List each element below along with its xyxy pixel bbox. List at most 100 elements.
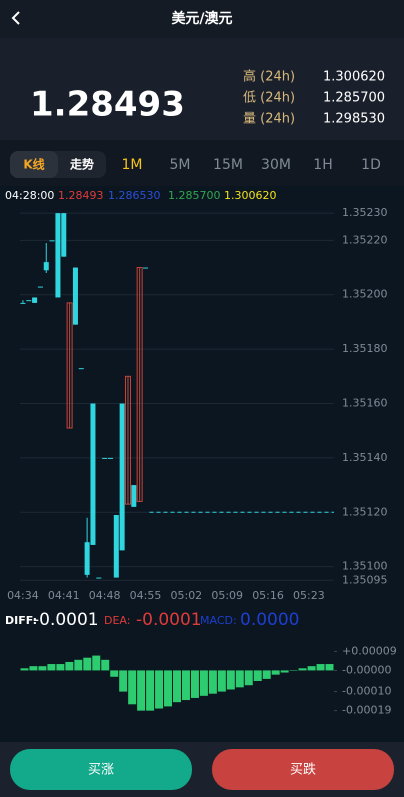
tab[interactable]: K线 [23,157,44,172]
macd-label: DEA: [104,614,130,627]
stat-value: 1.285700 [323,91,385,106]
candle-body [119,403,125,551]
macd-bar [47,664,56,671]
tab[interactable]: 1M [122,157,143,173]
stat-value: 1.300620 [323,70,385,85]
candle-body [49,240,55,242]
y-tick-label: 1.35220 [342,233,388,246]
macd-bar [262,670,271,679]
macd-bar [173,670,181,703]
candle-body [90,403,96,545]
tab[interactable]: 走势 [70,157,94,172]
candle-body [142,267,148,269]
x-tick-label: 04:34 [7,589,39,602]
candle-body [84,542,90,575]
y-tick-label: -0.00010 [342,685,391,698]
tab[interactable]: 30M [261,157,291,173]
ticker-panel [0,38,404,140]
macd-value: -0.0001 [33,610,99,630]
stat-value: 1.298530 [323,112,385,127]
macd-bar [226,670,235,690]
y-tick-label: -0.00000 [342,663,391,676]
macd-bar [101,659,110,671]
back-button[interactable] [11,11,20,25]
buy-down-label: 买跌 [290,762,316,778]
macd-value: -0.0001 [136,610,202,630]
macd-bar [208,670,217,694]
candle-body [72,267,78,325]
macd-label: DIFF: [5,614,37,627]
y-tick-label: 1.35180 [342,342,388,355]
macd-value: 0.0000 [240,610,299,630]
candle-body [78,368,84,370]
candle-body [124,375,131,505]
mode-active [10,151,58,178]
macd-bar [199,670,208,696]
stat-label: 高 (24h) [243,69,295,85]
macd-bar [217,670,226,692]
info-value: 1.286530 [108,189,161,202]
candle-body [43,262,49,271]
x-tick-label: 05:23 [293,589,325,602]
x-tick-label: 05:09 [211,589,243,602]
stat-label: 量 (24h) [243,112,295,127]
tab[interactable]: 5M [170,157,191,173]
macd-bar [181,670,190,701]
x-tick-label: 05:02 [170,589,202,602]
last-price: 1.28493 [30,85,185,125]
macd-bar [92,655,101,671]
y-tick-label: 1.35230 [342,206,388,219]
candle-body [107,457,113,459]
candle-body [136,267,143,502]
x-tick-label: 04:55 [130,589,162,602]
macd-bar [65,661,74,671]
y-tick-label: 1.35095 [342,573,388,586]
macd-bar [83,657,92,671]
candle-body [102,457,108,459]
macd-bar [110,670,119,677]
macd-bar [38,666,47,671]
x-tick-label: 04:48 [89,589,121,602]
y-tick-label: 1.35100 [342,560,388,573]
macd-bar [190,670,199,698]
y-tick-label: 1.35160 [342,397,388,410]
macd-bar [280,670,289,673]
macd-bar [146,670,155,711]
tab[interactable]: 15M [213,157,243,173]
info-value: 1.28493 [58,189,104,202]
macd-bar [298,668,307,671]
buy-up-label: 买涨 [88,763,114,778]
y-tick-label: -0.00019 [342,704,391,717]
macd-bar [128,670,137,705]
macd-bar [74,659,83,671]
info-value: 1.285700 [168,189,221,202]
macd-label: MACD: [200,614,237,627]
macd-bar [253,670,262,681]
candle-body [20,302,26,304]
macd-bar [137,670,146,711]
candle-body [37,286,43,288]
buy-up-button[interactable] [10,749,192,790]
y-tick-label: 1.35140 [342,451,388,464]
candle-body [131,485,137,507]
buy-down-button[interactable] [212,749,394,790]
info-time: 04:28:00 [5,189,54,202]
candle-body [66,302,73,429]
macd-bar [29,666,38,671]
tab[interactable]: 1D [361,157,381,173]
macd-bar [325,664,334,671]
x-tick-label: 05:16 [252,589,284,602]
candle-body [26,300,32,302]
y-tick-label: +0.00009 [342,644,397,657]
tab[interactable]: 1H [313,157,332,173]
candle-body [96,577,102,579]
header-bar [0,0,404,38]
macd-bar [271,670,280,675]
macd-bar [235,670,244,688]
macd-bar [20,668,29,671]
candle-body [32,297,38,303]
macd-bar [155,670,164,709]
macd-bar [289,670,298,671]
macd-bar [56,664,65,671]
